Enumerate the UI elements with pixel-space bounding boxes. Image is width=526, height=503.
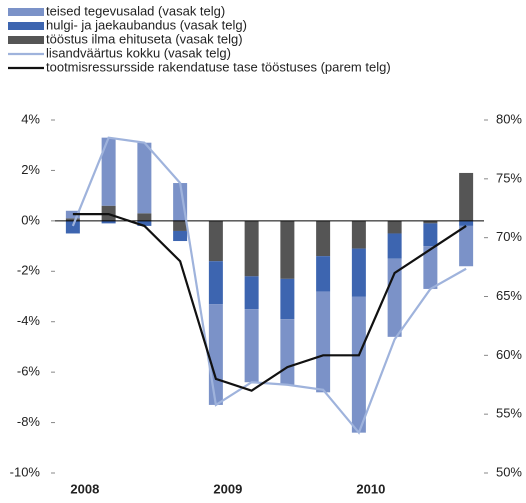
bar — [316, 220, 331, 257]
bar — [208, 261, 223, 305]
bar — [387, 233, 402, 259]
y2-tick-label: 50% — [496, 464, 522, 479]
bar — [351, 296, 366, 433]
y2-tick-label: 70% — [496, 229, 522, 244]
x-tick-label: 2008 — [70, 481, 99, 496]
x-tick-label: 2009 — [213, 481, 242, 496]
bar — [244, 276, 259, 310]
line — [71, 136, 467, 435]
bar — [208, 304, 223, 405]
y2-tick-label: 55% — [496, 406, 522, 421]
bar — [101, 220, 116, 224]
bar — [316, 291, 331, 393]
bar — [208, 220, 223, 262]
bar — [423, 223, 438, 247]
y-tick-label: -6% — [17, 364, 41, 379]
y2-tick-label: 65% — [496, 288, 522, 303]
bar — [459, 172, 474, 221]
legend-swatch — [8, 22, 44, 30]
bar — [137, 213, 152, 221]
y-tick-label: -4% — [17, 313, 41, 328]
legend-label: teised tegevusalad (vasak telg) — [46, 3, 225, 18]
legend-label: tootmisressursside rakendatuse tase töös… — [46, 59, 391, 74]
legend-label: tööstus ilma ehituseta (vasak telg) — [46, 31, 243, 46]
y-tick-label: -8% — [17, 414, 41, 429]
bar — [280, 278, 295, 320]
y-tick-label: -2% — [17, 263, 41, 278]
bar — [101, 137, 116, 206]
bar — [316, 256, 331, 292]
bar — [351, 220, 366, 249]
legend-swatch — [8, 36, 44, 44]
x-tick-label: 2010 — [356, 481, 385, 496]
bar — [173, 220, 188, 231]
y2-tick-label: 75% — [496, 170, 522, 185]
bar — [459, 220, 474, 226]
bar — [459, 225, 474, 267]
line — [72, 213, 467, 392]
bar — [137, 142, 152, 214]
bar — [387, 258, 402, 337]
y-tick-label: 2% — [21, 162, 40, 177]
bar — [65, 220, 80, 234]
bar — [137, 220, 152, 226]
bar — [280, 319, 295, 385]
bar — [423, 220, 438, 224]
bar — [244, 309, 259, 383]
y2-tick-label: 60% — [496, 347, 522, 362]
bar — [387, 220, 402, 234]
y2-tick-label: 80% — [496, 111, 522, 126]
bar — [244, 220, 259, 277]
bar — [280, 220, 295, 279]
y-tick-label: 4% — [21, 111, 40, 126]
y-tick-label: 0% — [21, 212, 40, 227]
legend-label: lisandväärtus kokku (vasak telg) — [46, 45, 231, 60]
legend-swatch — [8, 8, 44, 16]
bar — [173, 230, 188, 242]
bar — [65, 218, 80, 221]
legend-label: hulgi- ja jaekaubandus (vasak telg) — [46, 17, 247, 32]
y-tick-label: -10% — [10, 464, 41, 479]
bar — [351, 248, 366, 297]
bar — [423, 246, 438, 289]
